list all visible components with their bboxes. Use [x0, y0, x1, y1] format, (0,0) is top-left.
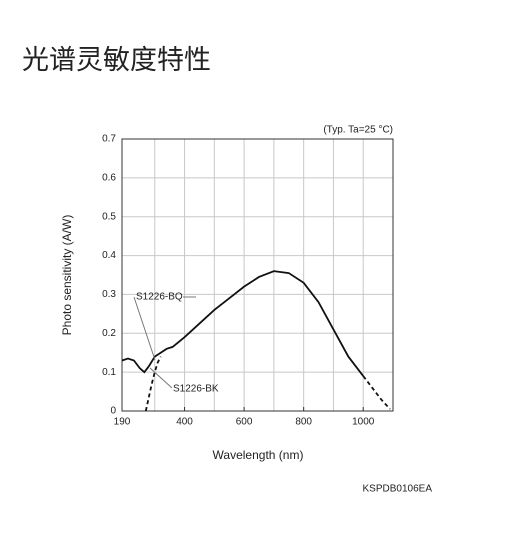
series-line	[144, 356, 162, 412]
y-tick-label: 0	[110, 406, 116, 417]
series-label: S1226-BQ	[136, 292, 183, 303]
x-tick-label: 600	[236, 417, 253, 428]
x-tick-label: 800	[295, 417, 312, 428]
y-tick-label: 0.6	[102, 172, 116, 183]
leader-line	[149, 367, 173, 389]
y-tick-label: 0.2	[102, 328, 116, 339]
y-tick-label: 0.3	[102, 289, 116, 300]
series-line	[362, 375, 391, 410]
condition-note: (Typ. Ta=25 °C)	[323, 125, 393, 136]
series-label: S1226-BK	[173, 384, 219, 395]
y-tick-label: 0.5	[102, 211, 116, 222]
y-axis-title: Photo sensitivity (A/W)	[60, 215, 74, 336]
x-tick-label: 1000	[352, 417, 375, 428]
page-title: 光谱灵敏度特性	[22, 45, 211, 76]
plot-frame	[121, 138, 394, 412]
x-tick-label: 190	[114, 417, 131, 428]
x-tick-label: 400	[176, 417, 193, 428]
leader-line	[133, 296, 156, 361]
series-line	[121, 270, 364, 377]
y-tick-label: 0.7	[102, 134, 116, 145]
x-axis-title: Wavelength (nm)	[213, 448, 304, 462]
y-tick-label: 0.1	[102, 367, 116, 378]
figure-code: KSPDB0106EA	[363, 484, 433, 495]
y-tick-label: 0.4	[102, 250, 116, 261]
